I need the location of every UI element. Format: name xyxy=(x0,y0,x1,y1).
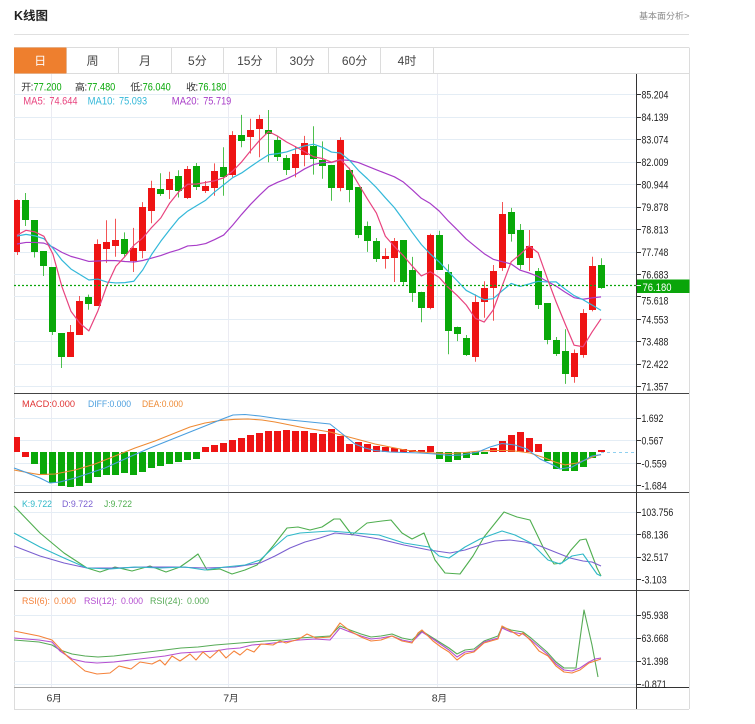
svg-text:3: 3 xyxy=(290,54,297,68)
svg-text:75.719: 75.719 xyxy=(203,96,231,108)
svg-text:77.200: 77.200 xyxy=(34,82,62,94)
svg-text:75.618: 75.618 xyxy=(642,295,669,307)
svg-text:103.756: 103.756 xyxy=(642,507,674,519)
svg-text::: : xyxy=(84,82,87,94)
svg-text:63.668: 63.668 xyxy=(642,633,669,645)
svg-text:85.204: 85.204 xyxy=(642,90,669,102)
svg-text:6: 6 xyxy=(47,693,53,705)
svg-text:0.000: 0.000 xyxy=(121,596,143,607)
svg-text:7: 7 xyxy=(223,693,229,705)
svg-text:82.009: 82.009 xyxy=(642,157,669,169)
svg-text:RSI(6):: RSI(6): xyxy=(22,596,50,607)
svg-text:MA5:: MA5: xyxy=(23,96,45,108)
svg-text::: : xyxy=(195,82,198,94)
svg-text:-1.684: -1.684 xyxy=(642,481,667,493)
svg-text:95.938: 95.938 xyxy=(642,610,669,622)
svg-text:J:9.722: J:9.722 xyxy=(104,499,132,510)
svg-text:1.692: 1.692 xyxy=(642,413,664,425)
svg-text:5: 5 xyxy=(188,54,195,68)
svg-text:76.040: 76.040 xyxy=(143,82,171,94)
svg-text:-0.559: -0.559 xyxy=(642,459,667,471)
svg-text:68.136: 68.136 xyxy=(642,529,669,541)
svg-text:76.683: 76.683 xyxy=(642,269,669,281)
svg-text:MA20:: MA20: xyxy=(172,96,199,108)
svg-text::: : xyxy=(31,82,34,94)
svg-text:0: 0 xyxy=(349,54,356,68)
svg-text:6: 6 xyxy=(342,54,349,68)
svg-text:MACD:0.000: MACD:0.000 xyxy=(22,399,75,410)
svg-text:0.000: 0.000 xyxy=(187,596,209,607)
svg-text:31.398: 31.398 xyxy=(642,656,669,668)
svg-text:73.488: 73.488 xyxy=(642,337,669,349)
svg-text:K: K xyxy=(14,9,23,23)
svg-text:74.553: 74.553 xyxy=(642,314,669,326)
svg-text:MA10:: MA10: xyxy=(88,96,115,108)
svg-text:DIFF:0.000: DIFF:0.000 xyxy=(88,399,131,410)
svg-text::: : xyxy=(140,82,143,94)
svg-text:80.944: 80.944 xyxy=(642,179,669,191)
svg-text:84.139: 84.139 xyxy=(642,112,669,124)
svg-text:K:9.722: K:9.722 xyxy=(22,499,52,510)
svg-text:RSI(12):: RSI(12): xyxy=(84,596,117,607)
svg-text:72.422: 72.422 xyxy=(642,359,669,371)
svg-text:8: 8 xyxy=(432,693,438,705)
svg-text:0: 0 xyxy=(296,54,303,68)
svg-text:0.000: 0.000 xyxy=(54,596,76,607)
svg-text:77.748: 77.748 xyxy=(642,247,669,259)
svg-text:RSI(24):: RSI(24): xyxy=(150,596,183,607)
svg-text:32.517: 32.517 xyxy=(642,552,669,564)
svg-text:78.813: 78.813 xyxy=(642,224,669,236)
svg-text:74.644: 74.644 xyxy=(49,96,77,108)
svg-text:71.357: 71.357 xyxy=(642,382,669,394)
svg-text:1: 1 xyxy=(237,54,244,68)
svg-text:-3.103: -3.103 xyxy=(642,574,667,586)
svg-text:77.480: 77.480 xyxy=(87,82,115,94)
svg-text:76.180: 76.180 xyxy=(198,82,226,94)
svg-text:D:9.722: D:9.722 xyxy=(62,499,93,510)
svg-text:75.093: 75.093 xyxy=(119,96,147,108)
svg-text:76.180: 76.180 xyxy=(643,282,672,294)
svg-text:4: 4 xyxy=(398,54,405,68)
svg-text:83.074: 83.074 xyxy=(642,134,669,146)
svg-text:DEA:0.000: DEA:0.000 xyxy=(142,399,183,410)
svg-text:79.878: 79.878 xyxy=(642,202,669,214)
svg-text:0.567: 0.567 xyxy=(642,436,664,448)
svg-text:5: 5 xyxy=(244,54,251,68)
svg-text:>: > xyxy=(684,11,690,22)
svg-text:-0.871: -0.871 xyxy=(642,679,667,691)
